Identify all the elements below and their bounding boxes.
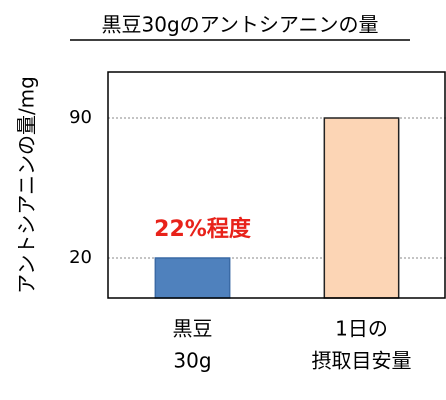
x-tick-label: 30g — [173, 349, 211, 373]
x-tick-label: 1日の — [335, 317, 388, 341]
bar — [323, 117, 400, 299]
annotation: 22%程度 — [154, 216, 252, 242]
y-tick-label: 20 — [69, 247, 92, 268]
x-tick-label: 摂取目安量 — [312, 349, 412, 373]
bar — [154, 257, 231, 299]
plot-frame — [107, 71, 446, 299]
y-axis-label: アントシアニンの量/mg — [15, 76, 39, 294]
chart-title: 黒豆30gのアントシアニンの量 — [102, 13, 379, 37]
x-tick-label: 黒豆 — [173, 317, 213, 341]
y-tick-label: 90 — [69, 107, 92, 128]
